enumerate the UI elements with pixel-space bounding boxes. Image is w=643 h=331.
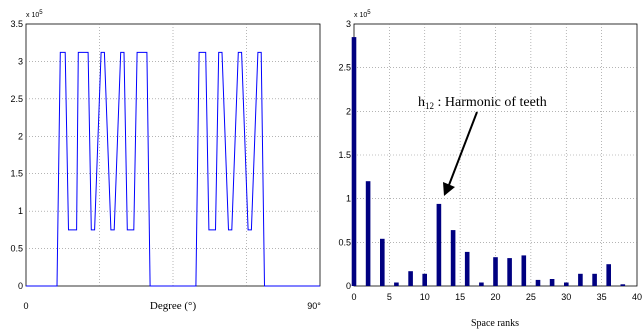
left-y-multiplier: x 105 [26, 10, 43, 19]
left-series-line [26, 51, 320, 287]
right-y-tick-label: 2.5 [338, 63, 351, 73]
bar [592, 273, 597, 286]
right-y-tick-label: 1 [346, 194, 351, 204]
left-y-tick-label: 2.5 [10, 94, 23, 104]
bar [578, 273, 583, 286]
bar [521, 255, 527, 286]
left-x-start-label: 0 [23, 301, 28, 311]
right-y-tick-label: 0.5 [338, 237, 351, 247]
right-y-tick-label: 3 [346, 19, 351, 29]
left-y-tick-label: 1.5 [10, 169, 23, 179]
right-chart: 0 0.5 1 1.5 2 2.5 3 0 5 10 15 20 25 30 35 40 x 105 Spa… [338, 10, 642, 329]
bar [464, 251, 470, 286]
right-x-tick-label: 30 [561, 292, 571, 302]
right-y-multiplier: x 105 [354, 10, 371, 19]
bar [422, 273, 427, 286]
right-x-ticks: 0 5 10 15 20 25 30 35 40 [351, 292, 642, 302]
bar [365, 181, 371, 286]
right-y-tick-label: 2 [346, 106, 351, 116]
right-grid [354, 24, 637, 286]
bar [394, 282, 399, 286]
left-x-end-label: 90° [307, 301, 321, 311]
right-y-tick-label: 1.5 [338, 150, 351, 160]
bar [606, 264, 611, 286]
bar [535, 279, 541, 286]
annotation-text: h12 : Harmonic of teeth [418, 95, 547, 111]
left-chart: 0 0.5 1 1.5 2 2.5 3 3.5 x 105 0 Degree (°) 90° [10, 10, 321, 312]
left-y-ticks: 0 0.5 1 1.5 2 2.5 3 3.5 [10, 19, 23, 291]
bar [620, 284, 626, 286]
annotation-arrow-line [448, 111, 478, 186]
bar [549, 279, 555, 286]
left-y-tick-label: 3.5 [10, 19, 23, 29]
right-x-tick-label: 0 [351, 292, 356, 302]
bar [351, 37, 357, 286]
annotation-arrow-head [443, 182, 455, 196]
left-plot-area [25, 23, 321, 287]
right-y-tick-label: 0 [346, 281, 351, 291]
left-y-tick-label: 0.5 [10, 244, 23, 254]
left-y-tick-label: 2 [18, 131, 23, 141]
right-x-tick-label: 5 [387, 292, 392, 302]
bar [408, 271, 413, 286]
bar [507, 258, 512, 286]
harmonic-annotation: h12 : Harmonic of teeth [418, 95, 547, 196]
left-x-axis-label: Degree (°) [150, 300, 197, 312]
bar [564, 282, 569, 286]
bar [479, 282, 484, 286]
bar [450, 230, 456, 286]
right-bars [351, 37, 626, 286]
right-x-tick-label: 10 [420, 292, 430, 302]
right-y-ticks: 0 0.5 1 1.5 2 2.5 3 [338, 19, 351, 291]
left-y-tick-label: 0 [18, 281, 23, 291]
left-grid [26, 24, 320, 286]
bar [493, 257, 498, 286]
bar [380, 238, 385, 286]
bar [436, 203, 442, 286]
right-x-axis-label: Space ranks [471, 318, 519, 329]
right-x-tick-label: 15 [455, 292, 465, 302]
left-y-tick-label: 1 [18, 206, 23, 216]
left-y-tick-label: 3 [18, 56, 23, 66]
right-x-tick-label: 25 [526, 292, 536, 302]
right-x-tick-label: 40 [632, 292, 642, 302]
right-x-tick-label: 20 [490, 292, 500, 302]
right-x-tick-label: 35 [597, 292, 607, 302]
